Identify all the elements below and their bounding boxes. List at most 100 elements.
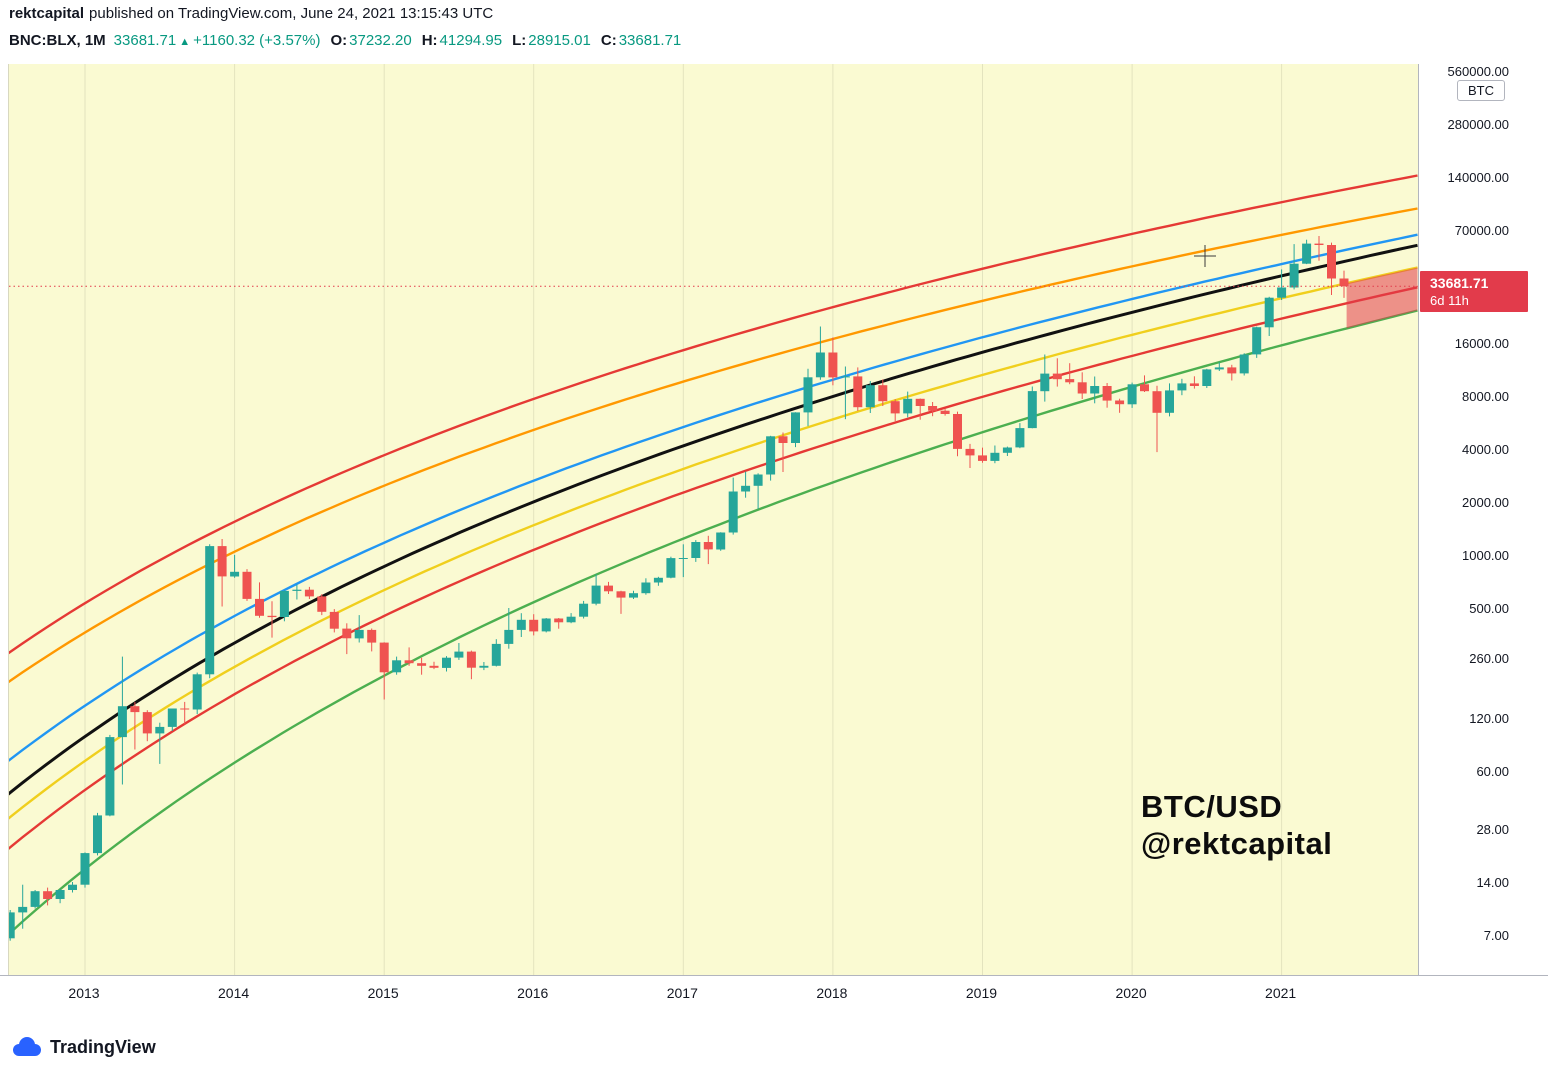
candle — [180, 701, 190, 725]
price-axis[interactable]: BTC 560000.00 280000.00 140000.00 70000.00 1… — [1418, 64, 1548, 975]
candle — [354, 615, 364, 643]
candle — [1277, 269, 1287, 300]
lower-red-band — [9, 286, 1418, 850]
candle — [155, 722, 165, 764]
watermark: BTC/USD @rektcapital — [1141, 788, 1332, 862]
price-tick: 70000.00 — [1454, 223, 1509, 239]
candle — [1102, 383, 1112, 408]
price-tick: 560000.00 — [1447, 64, 1509, 80]
candle — [579, 600, 589, 619]
candle — [392, 656, 402, 675]
candle — [529, 614, 539, 636]
year-label: 2016 — [517, 985, 549, 1001]
chart-pane[interactable]: BTC/USD @rektcapital — [8, 64, 1419, 975]
candle — [43, 887, 53, 906]
candle — [317, 594, 327, 616]
publish-line: rektcapital published on TradingView.com,… — [9, 5, 493, 22]
candle — [953, 411, 962, 457]
candle — [641, 578, 651, 595]
candle — [703, 535, 713, 565]
time-axis[interactable]: 2013 2014 2015 2016 2017 2018 2019 2020 2021 — [0, 975, 1548, 1012]
ohlc-value: 41294.95 — [439, 32, 503, 49]
candle — [1202, 368, 1212, 388]
candle — [55, 888, 65, 904]
candle — [604, 581, 613, 594]
candle — [965, 443, 975, 468]
candle — [454, 643, 464, 660]
watermark-symbol: BTC/USD — [1141, 789, 1283, 824]
candle — [504, 608, 514, 649]
badge-price: 33681.71 — [1430, 275, 1489, 292]
candle — [940, 409, 950, 416]
year-label: 2017 — [666, 985, 698, 1001]
candle — [167, 708, 177, 731]
last-price: 33681.71 — [113, 32, 177, 49]
candle — [117, 656, 127, 785]
candle — [678, 544, 688, 578]
price-tick: 14.00 — [1476, 874, 1509, 890]
current-price-badge: 33681.71 6d 11h — [1420, 271, 1528, 313]
candle — [591, 574, 601, 606]
candle — [9, 910, 15, 941]
tradingview-wordmark[interactable]: TradingView — [50, 1036, 156, 1057]
price-tick: 28.00 — [1476, 821, 1509, 837]
candle — [217, 539, 227, 607]
year-label: 2013 — [68, 985, 100, 1001]
candle — [803, 368, 813, 427]
candle — [279, 590, 289, 622]
candle — [541, 618, 551, 633]
year-label: 2020 — [1115, 985, 1147, 1001]
candle — [429, 661, 439, 670]
candle — [728, 477, 738, 535]
candle — [93, 812, 102, 856]
candle — [716, 532, 726, 551]
year-label: 2019 — [965, 985, 998, 1001]
candle — [753, 473, 763, 509]
year-label: 2018 — [816, 985, 848, 1001]
candlestick-chart[interactable] — [9, 64, 1419, 975]
candle — [1065, 363, 1075, 385]
ohlc-value: 28915.01 — [528, 32, 591, 49]
candle — [1327, 242, 1336, 295]
up-arrow-icon: ▲ — [179, 36, 191, 48]
candle — [404, 647, 414, 666]
candle — [68, 882, 77, 893]
upper-red-band — [9, 174, 1418, 655]
candle — [292, 584, 302, 600]
candle — [105, 734, 115, 817]
currency-label[interactable]: BTC — [1457, 80, 1505, 101]
candle — [566, 613, 576, 624]
candle — [80, 852, 90, 888]
blue-band — [9, 233, 1418, 762]
candle — [1177, 378, 1187, 396]
orange-band — [9, 207, 1418, 684]
candle — [1289, 244, 1299, 290]
price-tick: 260.00 — [1469, 651, 1509, 667]
candle — [1040, 354, 1050, 402]
candle — [417, 657, 427, 675]
candle — [255, 582, 264, 618]
ohlc-value: 37232.20 — [349, 32, 412, 49]
candle — [616, 590, 626, 614]
candle — [491, 639, 501, 667]
publish-info: published on TradingView.com, June 24, 2… — [89, 5, 494, 22]
candle — [691, 540, 701, 562]
ohlc-label: H: — [421, 32, 438, 49]
candle — [778, 432, 788, 472]
price-tick: 280000.00 — [1447, 117, 1509, 133]
candle — [1127, 382, 1137, 408]
candle — [1339, 270, 1349, 298]
candle — [791, 412, 800, 448]
badge-countdown: 6d 11h — [1430, 293, 1469, 309]
candle — [242, 569, 252, 601]
symbol-title[interactable]: BNC:BLX, 1M — [9, 32, 106, 49]
candle — [1314, 236, 1324, 261]
footer: TradingView — [10, 1036, 156, 1058]
candle — [915, 398, 925, 420]
price-tick: 8000.00 — [1462, 389, 1509, 405]
tradingview-logo[interactable] — [10, 1036, 42, 1058]
candle — [442, 656, 451, 672]
price-tick: 1000.00 — [1462, 548, 1509, 564]
candle — [853, 367, 863, 411]
candle — [1264, 296, 1274, 336]
